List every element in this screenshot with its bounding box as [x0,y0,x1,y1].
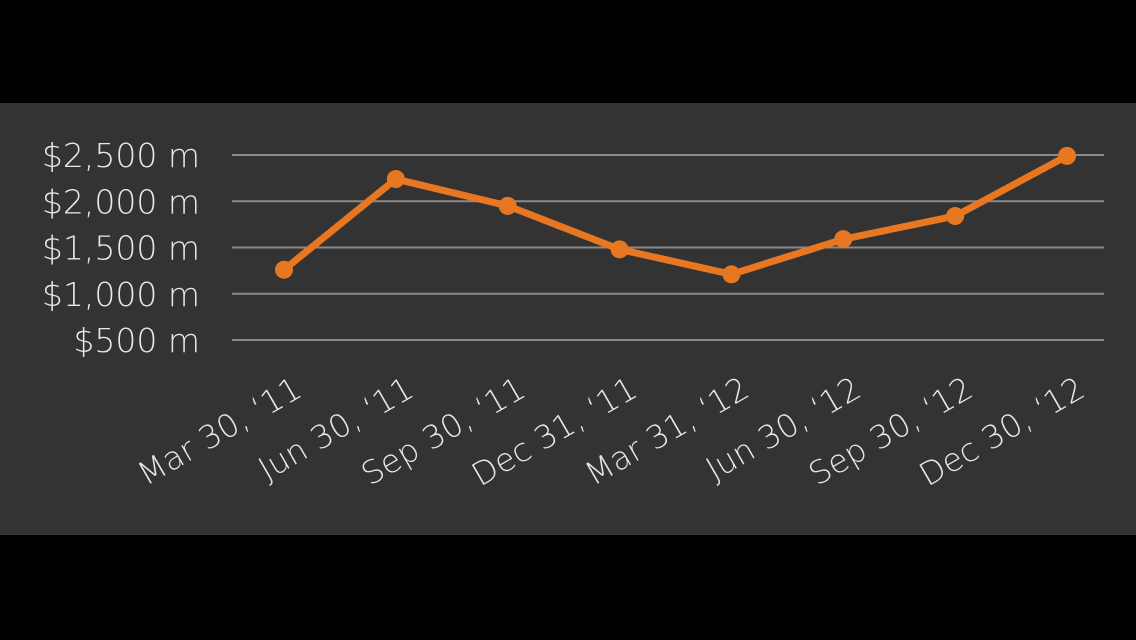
y-tick-label: $1,000 m [42,275,200,314]
data-point [722,265,741,284]
y-tick-label: $1,500 m [42,229,200,268]
data-point [1058,146,1076,165]
data-point [946,207,965,226]
chart-panel: $2,500 m $2,000 m $1,500 m $1,000 m $500 m M… [0,103,1136,535]
data-point [610,240,629,259]
line-chart: $2,500 m $2,000 m $1,500 m $1,000 m $500 m M… [42,136,1104,494]
y-tick-label: $2,500 m [42,136,200,175]
data-point [834,230,853,249]
grid-lines [232,154,1104,341]
y-tick-label: $500 m [73,321,200,360]
y-tick-label: $2,000 m [42,182,200,221]
data-point [498,196,517,215]
data-point [386,170,405,189]
y-axis-tick-labels: $2,500 m $2,000 m $1,500 m $1,000 m $500 m [42,136,200,360]
series-group [275,146,1076,284]
series-line [280,152,1071,278]
data-point [275,260,293,279]
